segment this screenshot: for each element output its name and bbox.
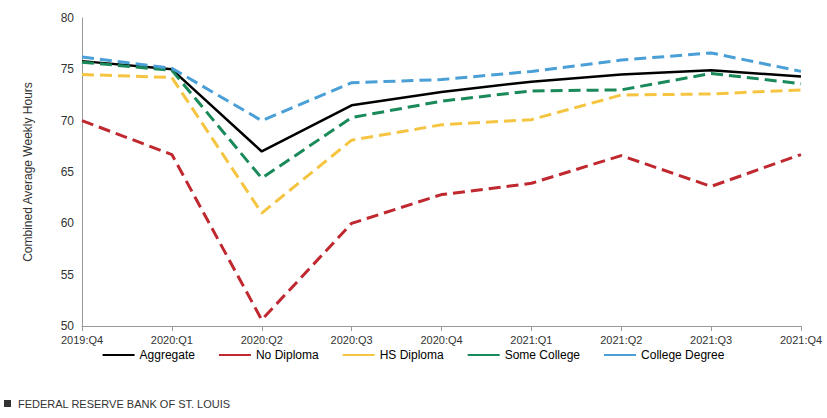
- svg-text:75: 75: [61, 62, 75, 76]
- svg-text:2019:Q4: 2019:Q4: [61, 334, 103, 346]
- svg-text:2021:Q2: 2021:Q2: [600, 334, 642, 346]
- svg-text:55: 55: [61, 268, 75, 282]
- svg-text:2020:Q3: 2020:Q3: [331, 334, 373, 346]
- svg-text:2020:Q2: 2020:Q2: [241, 334, 283, 346]
- svg-text:Some College: Some College: [505, 348, 581, 362]
- svg-text:2020:Q4: 2020:Q4: [420, 334, 462, 346]
- svg-text:Aggregate: Aggregate: [140, 348, 196, 362]
- svg-text:2021:Q4: 2021:Q4: [780, 334, 822, 346]
- svg-text:70: 70: [61, 114, 75, 128]
- svg-text:60: 60: [61, 216, 75, 230]
- svg-text:65: 65: [61, 165, 75, 179]
- svg-text:No Diploma: No Diploma: [256, 348, 319, 362]
- svg-text:FEDERAL RESERVE BANK OF ST. LO: FEDERAL RESERVE BANK OF ST. LOUIS: [18, 398, 230, 410]
- svg-text:Combined Average Weekly Hours: Combined Average Weekly Hours: [21, 82, 35, 262]
- svg-text:2020:Q1: 2020:Q1: [151, 334, 193, 346]
- svg-text:80: 80: [61, 11, 75, 25]
- svg-text:HS Diploma: HS Diploma: [380, 348, 444, 362]
- svg-text:2021:Q3: 2021:Q3: [690, 334, 732, 346]
- svg-text:50: 50: [61, 319, 75, 333]
- svg-text:2021:Q1: 2021:Q1: [510, 334, 552, 346]
- svg-text:College Degree: College Degree: [641, 348, 725, 362]
